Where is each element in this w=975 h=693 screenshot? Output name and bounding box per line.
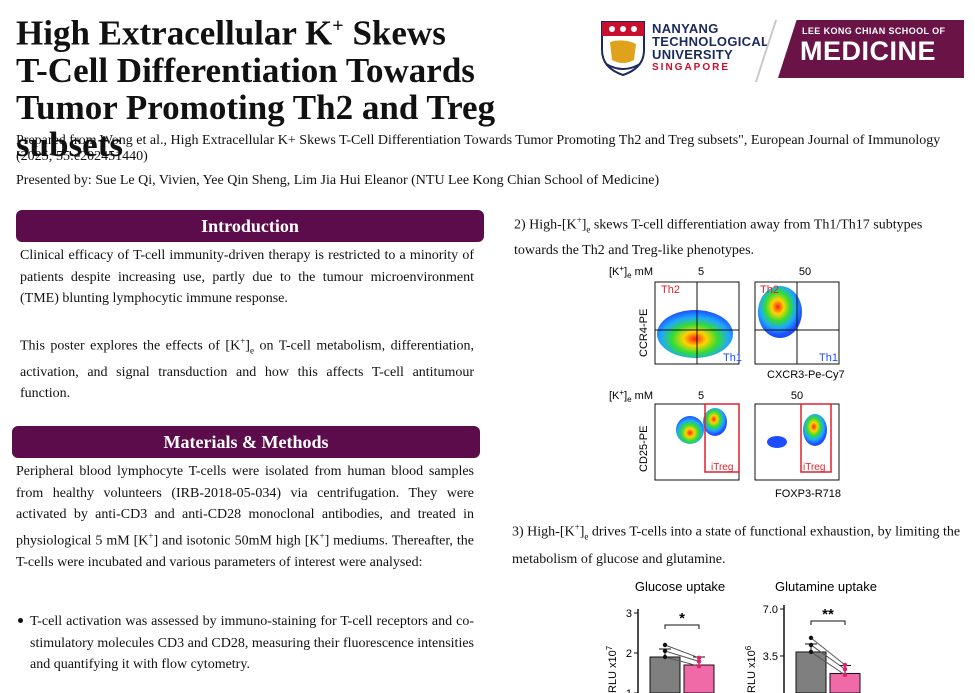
glucose-point-low xyxy=(662,648,668,654)
glutamine-bar-low xyxy=(795,651,827,693)
methods-heading: Materials & Methods xyxy=(12,426,480,458)
itreg-gate-low xyxy=(704,403,740,473)
itreg-label-high: iTreg xyxy=(803,462,825,473)
result-2-text: 2) High-[K+]e skews T-cell differentiati… xyxy=(514,215,923,259)
itreg-gate-high xyxy=(800,403,832,473)
uptake-bar-charts: Glucose uptake Glutamine uptake RLU x107… xyxy=(605,579,877,693)
glutamine-point-low xyxy=(808,649,814,655)
glutamine-point-low xyxy=(808,635,814,641)
glutamine-point-high xyxy=(842,662,848,668)
conc-high-top: 50 xyxy=(799,266,811,278)
glutamine-significance: ** xyxy=(822,606,834,623)
title-line-2: T-Cell Differentiation Towards xyxy=(16,50,475,90)
th1-label-high: Th1 xyxy=(819,352,838,364)
glucose-chart-title: Glucose uptake xyxy=(635,579,725,594)
presenters-text: Presented by: Sue Le Qi, Vivien, Yee Qin… xyxy=(16,173,660,188)
glucose-chart: 3 2 1 * xyxy=(626,608,715,693)
glucose-bar-low xyxy=(649,656,681,693)
glucose-tick-label: 1 xyxy=(626,688,632,693)
introduction-heading: Introduction xyxy=(16,210,484,242)
ntu-crest-logo xyxy=(601,21,645,76)
bullet-dot xyxy=(18,618,23,623)
glutamine-sig-bracket xyxy=(810,620,846,625)
methods-bullet-1: T-cell activation was assessed by immuno… xyxy=(30,614,474,672)
ccr4-axis-label: CCR4-PE xyxy=(638,309,650,357)
glutamine-point-high xyxy=(842,667,848,672)
glucose-point-high xyxy=(696,659,702,664)
th1-label-low: Th1 xyxy=(723,352,742,364)
glucose-point-high xyxy=(696,664,702,669)
glucose-point-high xyxy=(696,655,702,660)
glucose-tick-label: 2 xyxy=(626,648,632,660)
conc-low-bottom: 5 xyxy=(698,390,704,402)
glucose-tick-label: 3 xyxy=(626,608,632,620)
ntu-wordmark: NANYANG TECHNOLOGICAL UNIVERSITY SINGAPO… xyxy=(652,21,770,73)
glutamine-tick-label: 7.0 xyxy=(763,604,778,616)
itreg-label-low: iTreg xyxy=(711,462,733,473)
citation-text: Prepared from Wong et al., High Extracel… xyxy=(16,133,941,164)
flow-density-th-low xyxy=(657,310,733,358)
glucose-pair-line xyxy=(664,650,700,662)
introduction-paragraph-1: Clinical efficacy of T-cell immunity-dri… xyxy=(20,248,474,306)
glucose-y-label: RLU x107 xyxy=(605,645,619,693)
glutamine-chart-title: Glutamine uptake xyxy=(775,579,877,594)
methods-paragraph: Peripheral blood lymphocyte T-cells were… xyxy=(16,464,474,570)
glutamine-y-label: RLU x106 xyxy=(744,645,758,693)
glutamine-pair-line xyxy=(810,651,846,676)
foxp3-axis-label: FOXP3-R718 xyxy=(775,488,841,500)
flow-density-treg-low-b xyxy=(703,408,727,436)
conc-label-bottom: [K+]e mM xyxy=(609,388,653,404)
glucose-pair-line xyxy=(664,644,700,659)
flow-density-treg-high-a xyxy=(767,436,787,448)
cd25-axis-label: CD25-PE xyxy=(638,426,650,472)
poster-title: High Extracellular K+ Skews T-Cell Diffe… xyxy=(16,8,596,163)
glucose-significance: * xyxy=(679,610,685,627)
glucose-bar-high xyxy=(683,664,715,693)
glutamine-point-low xyxy=(808,642,814,648)
flow-cytometry-figure: [K+]e mM 5 50 CCR4-PE Th2 Th1 Th2 Th1 CX… xyxy=(609,264,845,500)
conc-label-top: [K+]e mM xyxy=(609,264,653,280)
flow-density-treg-low-a xyxy=(676,416,704,444)
flow-density-treg-high-b xyxy=(803,414,827,446)
conc-high-bottom: 50 xyxy=(791,390,803,402)
glutamine-tick-label: 3.5 xyxy=(763,651,778,663)
th2-label-low: Th2 xyxy=(661,284,680,296)
conc-low-top: 5 xyxy=(698,266,704,278)
glucose-point-low xyxy=(662,654,668,660)
glucose-sig-bracket xyxy=(664,624,700,629)
lkc-medicine-logo: LEE KONG CHIAN SCHOOL OF MEDICINE xyxy=(778,20,964,78)
glutamine-chart: 7.0 3.5 ** xyxy=(763,604,861,693)
glutamine-pair-line xyxy=(810,637,846,666)
glucose-point-low xyxy=(662,642,668,648)
glutamine-point-high xyxy=(842,672,848,678)
glucose-pair-line xyxy=(664,656,700,667)
introduction-paragraph-2: This poster explores the effects of [K+]… xyxy=(20,336,475,402)
result-3-text: 3) High-[K+]e drives T-cells into a stat… xyxy=(512,522,961,568)
title-line-3: Tumor Promoting Th2 and Treg subsets xyxy=(16,87,496,164)
th2-label-high: Th2 xyxy=(760,284,779,296)
glutamine-pair-line xyxy=(810,644,846,670)
flow-density-th-high xyxy=(758,286,802,338)
cxcr3-axis-label: CXCR3-Pe-Cy7 xyxy=(767,369,845,381)
title-line-1: High Extracellular K+ Skews xyxy=(16,13,446,53)
logo-area: NANYANG TECHNOLOGICAL UNIVERSITY SINGAPO… xyxy=(600,18,965,82)
